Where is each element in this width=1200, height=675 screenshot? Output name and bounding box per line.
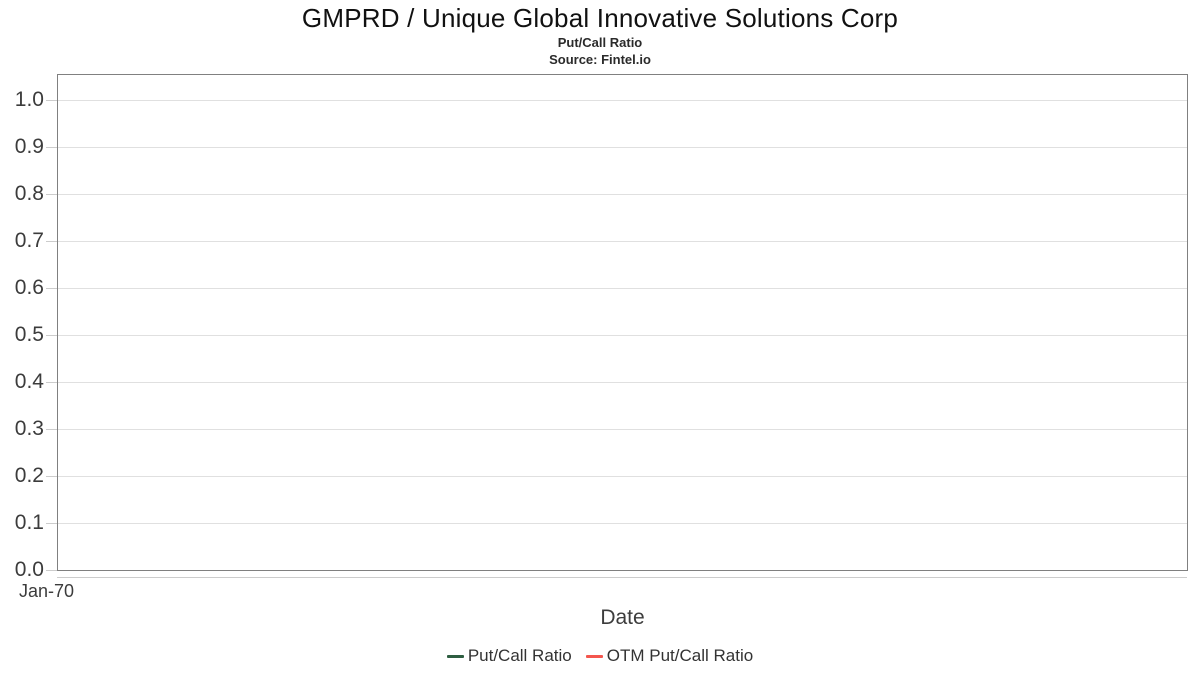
y-tick-label-0.0: 0.0 [14,558,44,581]
y-tick-1.0 [46,100,57,101]
y-tick-label-0.6: 0.6 [14,276,44,299]
gridline-0.7 [58,241,1187,242]
legend-label: Put/Call Ratio [467,646,572,665]
gridline-0.8 [58,194,1187,195]
legend-item-put-call-ratio[interactable]: Put/Call Ratio [446,646,572,666]
chart-title: GMPRD / Unique Global Innovative Solutio… [301,3,899,33]
gridline-0.3 [58,429,1187,430]
y-tick-label-0.5: 0.5 [14,323,44,346]
legend-line-marker [585,654,603,658]
y-tick-label-0.4: 0.4 [14,370,44,393]
gridline-0.4 [58,382,1187,383]
legend-line-marker [446,654,464,658]
y-tick-0.3 [46,429,57,430]
y-tick-0.2 [46,476,57,477]
y-tick-0.9 [46,147,57,148]
chart-source: Source: Fintel.io [549,52,651,67]
gridline-1.0 [58,100,1187,101]
y-tick-0.5 [46,335,57,336]
x-axis-title: Date [600,606,645,629]
y-tick-0.4 [46,382,57,383]
x-axis-line [57,577,1187,578]
gridline-0.6 [58,288,1187,289]
gridline-0.9 [58,147,1187,148]
gridline-0.1 [58,523,1187,524]
y-tick-0.7 [46,241,57,242]
legend: Put/Call Ratio OTM Put/Call Ratio [0,646,1200,666]
y-tick-0.8 [46,194,57,195]
legend-item-otm-put-call-ratio[interactable]: OTM Put/Call Ratio [585,646,754,666]
y-tick-label-0.2: 0.2 [14,464,44,487]
y-tick-label-1.0: 1.0 [14,88,44,111]
chart-subtitle: Put/Call Ratio [557,35,643,50]
x-tick-label: Jan-70 [19,581,75,601]
y-tick-label-0.9: 0.9 [14,135,44,158]
y-tick-0.1 [46,523,57,524]
plot-area [57,74,1188,571]
y-tick-label-0.1: 0.1 [14,511,44,534]
legend-label: OTM Put/Call Ratio [606,646,754,665]
y-tick-0.0 [46,570,57,571]
y-tick-label-0.3: 0.3 [14,417,44,440]
y-tick-label-0.7: 0.7 [14,229,44,252]
y-tick-0.6 [46,288,57,289]
gridline-0.2 [58,476,1187,477]
y-tick-label-0.8: 0.8 [14,182,44,205]
gridline-0.5 [58,335,1187,336]
